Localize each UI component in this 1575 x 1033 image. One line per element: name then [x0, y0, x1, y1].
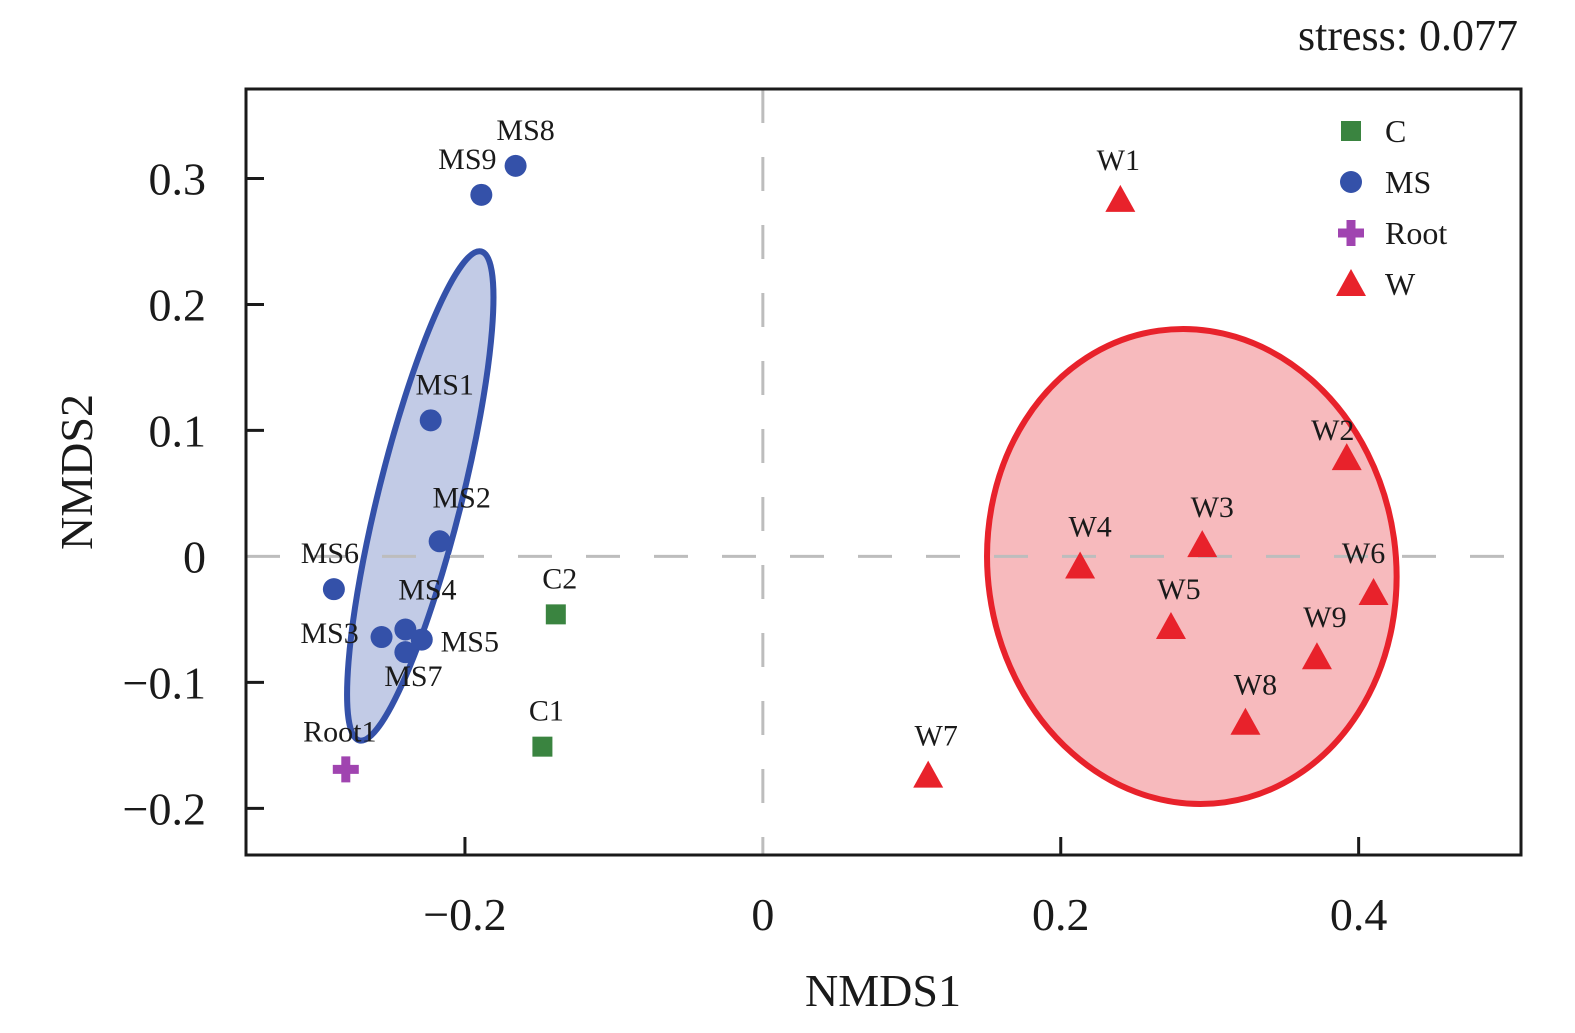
y-axis-ticks: −0.2 −0.1 0 0.1 0.2 0.3: [123, 153, 264, 834]
y-tick-label: 0.1: [149, 405, 207, 456]
point-c2: [545, 604, 566, 625]
point-label-c2: C2: [542, 562, 577, 595]
point-ms8: [504, 154, 527, 177]
plot-frame: [244, 87, 1523, 857]
y-axis-label: NMDS2: [51, 394, 102, 550]
point-label-ms1: MS1: [416, 368, 474, 401]
x-tick-label: −0.2: [423, 889, 506, 940]
point-label-w2: W2: [1311, 414, 1354, 447]
y-tick-label: −0.1: [123, 657, 206, 708]
legend-marker-root: [1338, 220, 1364, 246]
x-axis-ticks: −0.2 0 0.2 0.4: [423, 837, 1387, 940]
point-w9: [1301, 642, 1332, 670]
point-ms5: [410, 628, 433, 651]
point-ms6: [322, 578, 345, 601]
x-tick-label: 0.4: [1330, 889, 1388, 940]
y-tick-label: 0.3: [149, 153, 207, 204]
point-label-ms3: MS3: [300, 617, 358, 650]
point-label-w9: W9: [1303, 601, 1346, 634]
point-label-w8: W8: [1234, 669, 1277, 702]
point-ms2: [428, 530, 451, 553]
point-label-w1: W1: [1097, 144, 1140, 177]
reference-lines: [246, 89, 1521, 855]
point-ms4: [394, 618, 417, 641]
point-w4: [1065, 551, 1096, 579]
legend-marker-ms: [1340, 171, 1362, 193]
point-ms9: [470, 183, 493, 206]
point-label-c1: C1: [529, 695, 564, 728]
x-axis-label: NMDS1: [805, 965, 961, 1016]
y-tick-label: 0: [183, 531, 206, 582]
point-w6: [1358, 577, 1389, 605]
point-label-ms2: MS2: [432, 481, 490, 514]
legend-label-root: Root: [1385, 215, 1447, 251]
point-label-w6: W6: [1342, 537, 1385, 570]
ellipses-layer: [344, 248, 1400, 807]
point-label-ms9: MS9: [438, 143, 496, 176]
legend-label-c: C: [1385, 113, 1406, 149]
point-root1: [332, 756, 359, 783]
point-w2: [1331, 443, 1362, 471]
point-label-w3: W3: [1191, 491, 1234, 524]
point-w5: [1155, 611, 1186, 639]
x-tick-label: 0: [751, 889, 774, 940]
point-label-ms8: MS8: [496, 114, 554, 147]
x-tick-label: 0.2: [1032, 889, 1090, 940]
point-w7: [913, 760, 944, 788]
legend-label-w: W: [1385, 266, 1416, 302]
point-ms7: [394, 641, 417, 664]
points-layer: [322, 154, 1389, 788]
point-ms1: [419, 409, 442, 432]
legend-marker-c: [1341, 121, 1361, 141]
point-label-root1: Root1: [303, 715, 376, 748]
legend: C MS Root W: [1336, 113, 1447, 302]
point-ms3: [370, 626, 393, 649]
legend-label-ms: MS: [1385, 164, 1431, 200]
point-label-w4: W4: [1068, 510, 1111, 543]
point-c1: [532, 736, 553, 757]
legend-marker-w: [1336, 269, 1366, 296]
y-tick-label: 0.2: [149, 279, 207, 330]
point-label-ms5: MS5: [441, 626, 499, 659]
point-w1: [1105, 184, 1136, 212]
point-label-ms4: MS4: [398, 573, 456, 606]
point-w3: [1187, 530, 1218, 558]
point-w8: [1230, 707, 1261, 735]
y-tick-label: −0.2: [123, 783, 206, 834]
point-label-ms6: MS6: [301, 537, 359, 570]
point-label-w7: W7: [915, 720, 958, 753]
stress-annotation: stress: 0.077: [1298, 11, 1518, 60]
confidence-ellipse-w: [984, 325, 1400, 807]
point-label-w5: W5: [1157, 573, 1200, 606]
confidence-ellipse-ms: [344, 248, 497, 744]
point-label-ms7: MS7: [384, 660, 442, 693]
